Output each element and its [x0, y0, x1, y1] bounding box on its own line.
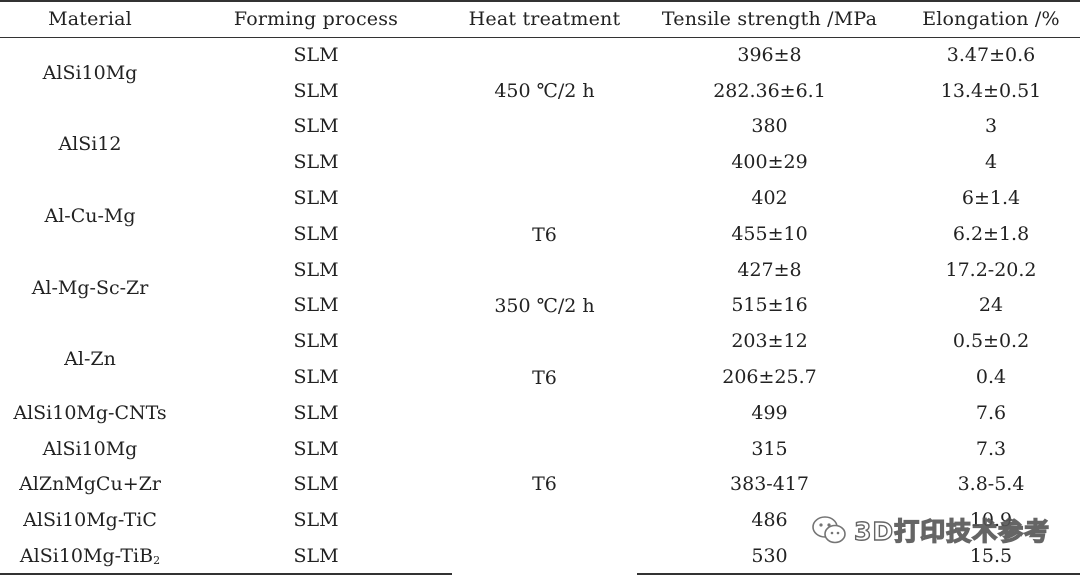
elongation-cell: 17.2-20.2 — [945, 258, 1037, 281]
process-cell: SLM — [293, 366, 339, 389]
elongation-cell: 3.47±0.6 — [946, 44, 1036, 67]
elongation-cell: 7.6 — [975, 401, 1007, 424]
tensile-cell: 530 — [637, 538, 902, 575]
table-row: AlSi10Mg-CNTs SLM T6 499 7.6 — [0, 395, 1080, 496]
table-row: SLM 515±16 24 — [0, 288, 1080, 324]
elongation-cell: 13.4±0.51 — [940, 79, 1042, 102]
table-row: SLM 282.36±6.1 13.4±0.51 — [0, 73, 1080, 109]
header-forming-process: Forming process — [180, 0, 452, 38]
material-cell: AlSi10Mg-TiC — [23, 509, 157, 532]
tensile-cell: 499 — [751, 401, 788, 424]
tensile-cell: 455±10 — [731, 222, 808, 245]
elongation-cell: 0.5±0.2 — [952, 330, 1030, 353]
process-cell: SLM — [293, 401, 339, 424]
material-base-text: AlSi10Mg-TiB — [19, 544, 154, 567]
tensile-cell: 380 — [751, 115, 788, 138]
process-cell: SLM — [293, 222, 339, 245]
table-row: AlZnMgCu+Zr SLM 383-417 3.8-5.4 — [0, 467, 1080, 503]
table-row: SLM T6 400±29 4 — [0, 144, 1080, 246]
header-material: Material — [0, 0, 180, 38]
header-heat-treatment: Heat treatment — [452, 0, 637, 38]
table-row: AlSi10Mg SLM 315 7.3 — [0, 431, 1080, 467]
process-cell: SLM — [293, 509, 339, 532]
tensile-cell: 315 — [751, 437, 788, 460]
tensile-cell: 383-417 — [730, 473, 809, 496]
process-cell: SLM — [293, 473, 339, 496]
tensile-cell: 203±12 — [731, 330, 808, 353]
elongation-cell: 15.5 — [902, 538, 1080, 575]
elongation-cell: 3.8-5.4 — [957, 473, 1025, 496]
header-elongation: Elongation /% — [902, 0, 1080, 38]
heat-cell: T6 — [532, 473, 557, 496]
process-cell: SLM — [180, 538, 452, 575]
table-row: AlSi10Mg-TiB2 SLM 530 15.5 — [0, 538, 1080, 575]
process-cell: SLM — [293, 330, 339, 353]
elongation-cell: 4 — [984, 151, 998, 174]
table-body: AlSi10Mg SLM 450 ℃/2 h 396±8 3.47±0.6 SL… — [0, 37, 1080, 575]
heat-cell: T6 — [532, 366, 557, 389]
header-row: Material Forming process Heat treatment … — [0, 0, 1080, 38]
heat-cell: T6 — [532, 223, 557, 246]
material-cell: Al-Zn — [64, 348, 116, 371]
tensile-cell: 427±8 — [737, 258, 802, 281]
tensile-cell: 206±25.7 — [722, 366, 817, 389]
elongation-cell: 0.4 — [975, 366, 1007, 389]
table-header: Material Forming process Heat treatment … — [0, 0, 1080, 38]
table-row: Al-Zn SLM T6 203±12 0.5±0.2 — [0, 323, 1080, 389]
table-row: SLM 206±25.7 0.4 — [0, 359, 1080, 395]
material-cell: AlSi10Mg — [42, 437, 138, 460]
elongation-cell: 6.2±1.8 — [952, 222, 1030, 245]
tensile-cell: 402 — [751, 187, 788, 210]
process-cell: SLM — [293, 79, 339, 102]
elongation-cell: 3 — [984, 115, 998, 138]
elongation-cell: 6±1.4 — [961, 187, 1021, 210]
material-cell: AlSi12 — [58, 133, 122, 156]
tensile-cell: 400±29 — [731, 151, 808, 174]
elongation-cell: 10.9 — [969, 509, 1013, 532]
header-tensile-strength: Tensile strength /MPa — [637, 0, 902, 38]
material-cell: Al-Mg-Sc-Zr — [31, 276, 149, 299]
material-cell: AlSi10Mg-TiB2 — [0, 538, 180, 575]
process-cell: SLM — [293, 115, 339, 138]
elongation-cell: 24 — [978, 294, 1004, 317]
heat-cell: 450 ℃/2 h — [494, 79, 595, 102]
process-cell: SLM — [293, 151, 339, 174]
material-cell: AlZnMgCu+Zr — [19, 473, 161, 496]
material-subscript: 2 — [153, 553, 161, 567]
table-row: AlSi12 SLM 380 3 — [0, 109, 1080, 155]
elongation-cell: 7.3 — [975, 437, 1007, 460]
tensile-cell: 282.36±6.1 — [713, 79, 826, 102]
process-cell: SLM — [293, 437, 339, 460]
process-cell: SLM — [293, 44, 339, 67]
material-cell: Al-Cu-Mg — [44, 204, 136, 227]
process-cell: SLM — [293, 294, 339, 317]
tensile-cell: 396±8 — [737, 44, 802, 67]
material-cell: AlSi10Mg-CNTs — [13, 401, 167, 424]
process-cell: SLM — [293, 187, 339, 210]
table-row: AlSi10Mg-TiC SLM 486 10.9 — [0, 502, 1080, 538]
material-cell: AlSi10Mg — [42, 62, 138, 85]
tensile-cell: 486 — [751, 509, 788, 532]
process-cell: SLM — [293, 258, 339, 281]
table-row: Al-Cu-Mg SLM 402 6±1.4 — [0, 180, 1080, 227]
table-row: SLM 455±10 6.2±1.8 — [0, 216, 1080, 252]
table-row: AlSi10Mg SLM 450 ℃/2 h 396±8 3.47±0.6 — [0, 37, 1080, 102]
table-row: Al-Mg-Sc-Zr SLM 350 ℃/2 h 427±8 17.2-20.… — [0, 252, 1080, 318]
heat-cell: 350 ℃/2 h — [494, 295, 595, 318]
tensile-cell: 515±16 — [731, 294, 808, 317]
